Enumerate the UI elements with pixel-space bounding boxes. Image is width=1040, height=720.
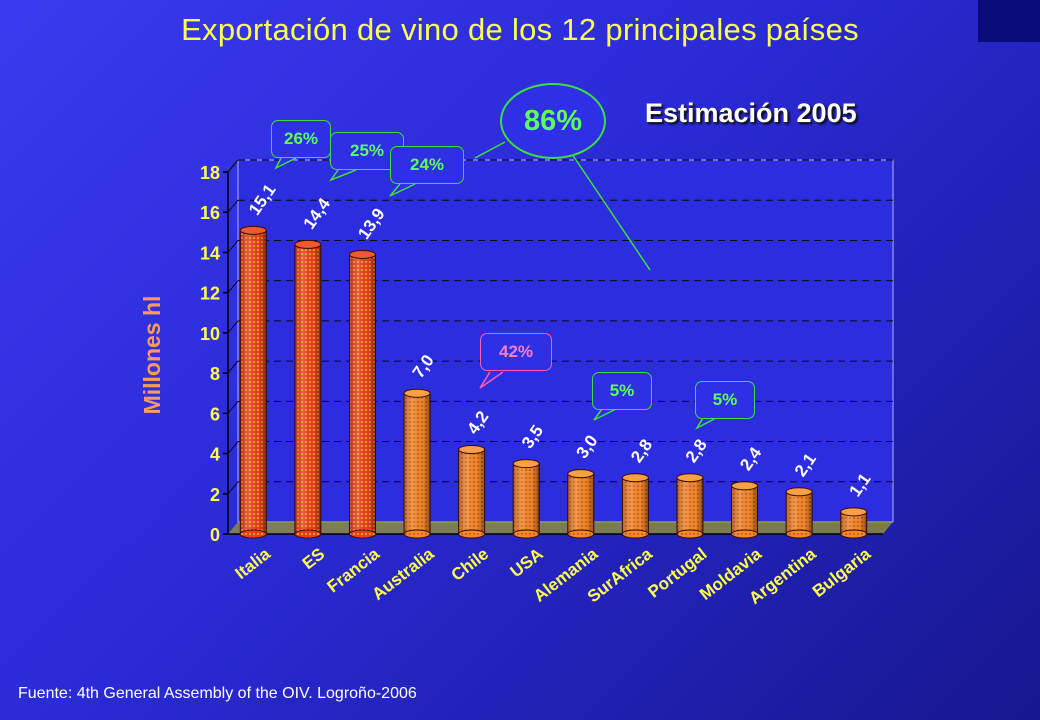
bar-base: [731, 529, 759, 539]
bar-shading: [567, 473, 594, 534]
y-tick-label: 18: [200, 163, 220, 183]
bar-base: [458, 529, 486, 539]
bar-shading: [786, 491, 813, 534]
bar-top: [731, 481, 759, 491]
y-tick-label: 10: [200, 324, 220, 344]
bar-shading: [458, 449, 485, 534]
bar-shading: [349, 254, 376, 534]
bar: [458, 445, 486, 539]
callout-pointer: [389, 183, 416, 197]
bar-base: [840, 529, 868, 539]
callout-italia-share: 26%: [271, 120, 331, 158]
bar-base: [676, 529, 704, 539]
callout-pointer: [328, 169, 357, 182]
callout-pointer: [571, 153, 651, 271]
bar: [403, 388, 431, 539]
y-tick-label: 2: [210, 485, 220, 505]
bar: [840, 507, 868, 539]
bar-base: [294, 529, 322, 539]
bar-top: [294, 239, 322, 249]
bar-top: [785, 487, 813, 497]
plot-area: [237, 159, 894, 523]
bar-top: [621, 473, 649, 483]
y-tick-label: 16: [200, 203, 220, 223]
callout-portugal-share: 5%: [695, 381, 755, 419]
gridline-depth: [227, 280, 239, 293]
bar-shading: [404, 393, 431, 534]
bar-shading: [840, 511, 867, 534]
source-note: Fuente: 4th General Assembly of the OIV.…: [18, 685, 417, 702]
bar-shading: [731, 485, 758, 534]
y-tick-label: 0: [210, 525, 220, 545]
bar-shading: [622, 477, 649, 534]
bar: [512, 459, 540, 539]
x-tick-label: Bulgaria: [809, 544, 875, 601]
bar-shading: [240, 230, 267, 535]
bar-base: [567, 529, 595, 539]
bar-base: [621, 529, 649, 539]
bar-base: [403, 529, 431, 539]
bar: [676, 473, 704, 539]
y-tick-label: 8: [210, 364, 220, 384]
gridline-depth: [227, 441, 239, 454]
callout-total-share: 86%: [500, 83, 606, 159]
y-tick-label: 6: [210, 404, 220, 424]
y-axis-label: Millones hl: [139, 296, 165, 415]
x-tick-label: Chile: [448, 544, 492, 585]
gridline-depth: [227, 481, 239, 495]
x-tick-label: Australia: [368, 544, 437, 604]
bar-shading: [513, 463, 540, 534]
bar-shading: [676, 477, 703, 534]
callout-alemania-share: 5%: [592, 372, 652, 410]
callout-pointer: [694, 417, 717, 430]
bar-top: [458, 445, 486, 455]
y-tick-label: 12: [200, 284, 220, 304]
x-tick-label: Italia: [232, 544, 275, 583]
bar: [239, 225, 267, 539]
bar: [567, 469, 595, 539]
x-tick-label: USA: [507, 544, 547, 581]
bar: [621, 473, 649, 539]
bar: [731, 481, 759, 539]
y-tick-label: 14: [200, 243, 220, 263]
callout-pointer: [274, 157, 297, 170]
bar: [348, 249, 376, 539]
callout-pointer: [474, 141, 506, 159]
callout-chile-share: 42%: [480, 333, 552, 371]
bar-base: [512, 529, 540, 539]
gridline-depth: [227, 159, 239, 173]
bar: [785, 487, 813, 539]
bar-top: [348, 249, 376, 259]
gridline-depth: [227, 401, 239, 414]
callout-pointer: [593, 408, 617, 421]
gridline-depth: [227, 320, 239, 334]
chart-floor: [228, 522, 893, 534]
bar-top: [512, 459, 540, 469]
bar-base: [348, 529, 376, 539]
bar-top: [239, 225, 267, 235]
bar-shading: [294, 244, 321, 534]
chart-title: Exportación de vino de los 12 principale…: [181, 12, 859, 47]
gridline-depth: [227, 240, 239, 253]
gridline-depth: [227, 360, 239, 374]
bar-base: [785, 529, 813, 539]
bar-top: [403, 388, 431, 398]
bar-top: [840, 507, 868, 517]
y-tick-label: 4: [210, 445, 220, 465]
bar-top: [567, 469, 595, 479]
bar-base: [239, 529, 267, 539]
callout-francia-share: 24%: [390, 146, 464, 184]
callout-pointer: [479, 371, 504, 389]
x-tick-label: ES: [299, 544, 329, 573]
chart-subtitle: Estimación 2005: [645, 98, 857, 128]
bar: [294, 239, 322, 539]
bar-top: [676, 473, 704, 483]
gridline-depth: [227, 199, 239, 213]
corner-decoration: [978, 0, 1040, 42]
